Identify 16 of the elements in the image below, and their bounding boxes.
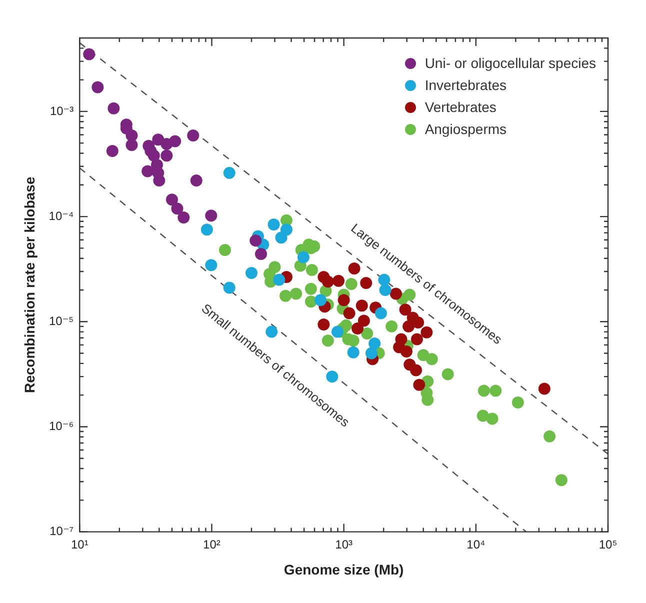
legend-label: Invertebrates: [424, 76, 507, 95]
x-tick-label: 10²: [203, 537, 220, 552]
y-tick-label: 10⁻⁶: [49, 419, 74, 434]
x-tick-label: 10⁵: [598, 537, 618, 552]
y-axis-title: Recombination rate per kilobase: [21, 176, 38, 394]
legend-label: Angiosperms: [424, 120, 507, 139]
x-tick-label: 10¹: [70, 537, 88, 552]
x-tick-label: 10⁴: [466, 537, 486, 552]
y-tick-label: 10⁻⁵: [48, 314, 74, 328]
y-tick-label: 10⁻⁴: [48, 208, 74, 223]
x-tick-label: 10³: [335, 537, 352, 552]
legend-label: Uni- or oligocellular species: [424, 54, 596, 73]
legend-label: Vertebrates: [424, 98, 496, 117]
y-tick-label: 10⁻⁷: [50, 524, 74, 538]
x-axis-title: Genome size (Mb): [284, 561, 404, 578]
y-tick-label: 10⁻³: [50, 104, 74, 118]
